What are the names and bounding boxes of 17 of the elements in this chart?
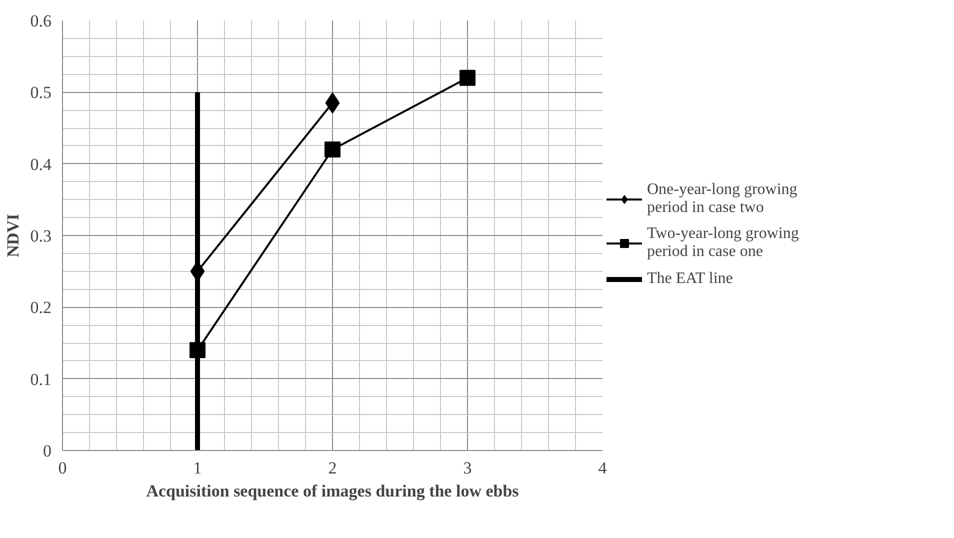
y-tick-label: 0.5 [30, 83, 52, 102]
y-tick-label: 0.3 [30, 226, 52, 246]
x-tick-label: 3 [463, 458, 472, 478]
x-tick-label: 4 [598, 458, 608, 478]
y-tick-label: 0.6 [30, 12, 52, 30]
y-tick-label: 0.1 [30, 370, 52, 389]
y-tick-label: 0.4 [30, 154, 52, 174]
y-tick-label: 0.2 [30, 298, 52, 318]
x-tick-label: 2 [328, 458, 337, 478]
legend-label: The EAT line [647, 270, 733, 288]
x-tick-label: 0 [58, 458, 67, 478]
legend-label: One-year-long growing period in case two [647, 181, 798, 217]
y-tick-label: 0 [43, 442, 52, 460]
y-axis-title: NDVI [3, 213, 22, 258]
x-tick-label: 1 [193, 458, 202, 478]
x-axis-title: Acquisition sequence of images during the low ebbs [146, 482, 520, 500]
legend-label: Two-year-long growing period in case one [647, 225, 799, 261]
